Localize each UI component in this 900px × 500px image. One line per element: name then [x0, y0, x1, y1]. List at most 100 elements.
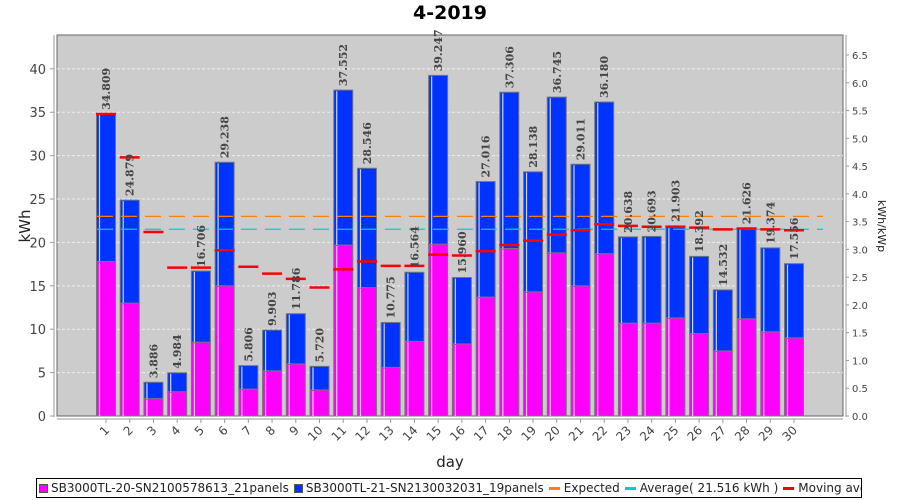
- bar-segment-inverter-21: [238, 365, 259, 390]
- bar-segment-inverter-21: [475, 181, 496, 298]
- x-tick-label: 13: [376, 423, 397, 444]
- x-tick-label: 17: [471, 423, 492, 444]
- bar-value-label: 24.879: [124, 154, 137, 196]
- x-tick-label: 15: [424, 423, 445, 444]
- x-tick-label: 22: [590, 423, 611, 444]
- legend: SB3000TL-20-SN2100578613_21panels SB3000…: [36, 478, 862, 498]
- bar-segment-inverter-21: [285, 313, 306, 365]
- x-tick-label: 1: [97, 423, 112, 438]
- bar-value-label: 15.960: [456, 231, 469, 273]
- x-tick-label: 16: [447, 423, 468, 444]
- y2-tick-label: 2.5: [852, 273, 868, 284]
- bar-value-label: 14.532: [717, 244, 730, 286]
- bar-value-label: 36.180: [598, 56, 611, 98]
- bar-value-label: 21.626: [741, 182, 754, 224]
- x-axis-label: day: [436, 453, 464, 471]
- x-tick-label: 6: [215, 423, 230, 438]
- bar-segment-inverter-21: [451, 276, 472, 345]
- x-tick-label: 25: [661, 423, 682, 444]
- legend-item-expected[interactable]: Expected: [548, 481, 620, 495]
- y2-axis-label: kWh/kWp: [875, 200, 888, 252]
- bar-segment-inverter-21: [214, 161, 235, 287]
- legend-item-moving-avg[interactable]: Moving avg. per day.: [783, 481, 861, 495]
- bar-value-label: 20.638: [622, 190, 635, 232]
- legend-item-inverter-21[interactable]: SB3000TL-21-SN2130032031_19panels: [293, 481, 544, 495]
- x-tick-label: 9: [287, 423, 302, 438]
- y-tick-label: 20: [29, 236, 46, 251]
- bar-segment-inverter-21: [546, 96, 567, 254]
- y-tick-label: 5: [38, 367, 46, 382]
- chart-canvas: 34.809 24.879 3.886 4.984 16.706 29.238 5.806 9…: [16, 29, 888, 471]
- x-tick-label: 18: [495, 423, 516, 444]
- bar-segment-inverter-21: [309, 365, 330, 391]
- bar-value-label: 37.306: [503, 46, 516, 88]
- legend-label: Expected: [563, 481, 620, 495]
- y-tick-label: 10: [29, 323, 46, 338]
- bar-segment-inverter-21: [119, 199, 140, 304]
- legend-item-average[interactable]: Average( 21.516 kWh ): [624, 481, 778, 495]
- x-tick-label: 8: [263, 423, 278, 438]
- x-tick-label: 10: [305, 423, 326, 444]
- bar-segment-inverter-21: [167, 372, 188, 393]
- bar-segment-inverter-21: [617, 236, 638, 324]
- bar-value-label: 27.016: [480, 135, 493, 177]
- legend-swatch-blue: [293, 483, 303, 493]
- x-tick-label: 3: [144, 423, 159, 438]
- bar-value-label: 39.247: [432, 29, 445, 71]
- x-tick-label: 21: [566, 423, 587, 444]
- y2-tick-label: 0.5: [852, 384, 868, 395]
- legend-label: SB3000TL-21-SN2130032031_19panels: [305, 481, 544, 495]
- bar-value-label: 21.903: [669, 180, 682, 222]
- bar-segment-inverter-21: [689, 255, 710, 335]
- y-tick-label: 25: [29, 193, 46, 208]
- legend-swatch-red-line: [783, 486, 795, 490]
- bar-segment-inverter-21: [380, 321, 401, 368]
- y2-tick-label: 3.0: [852, 245, 868, 256]
- y-tick-label: 35: [29, 106, 46, 121]
- bar-value-label: 34.809: [100, 68, 113, 110]
- bar-value-label: 16.564: [408, 226, 421, 268]
- bar-segment-inverter-21: [190, 270, 211, 343]
- y2-tick-label: 3.5: [852, 218, 868, 229]
- bar-value-label: 19.374: [764, 201, 777, 243]
- x-tick-label: 11: [329, 423, 350, 444]
- x-tick-label: 24: [637, 423, 658, 444]
- x-tick-label: 2: [121, 423, 136, 438]
- bar-value-label: 3.886: [147, 343, 160, 378]
- bar-segment-inverter-21: [570, 163, 591, 287]
- y2-tick-label: 2.0: [852, 301, 868, 312]
- y2-tick-label: 1.0: [852, 356, 868, 367]
- legend-swatch-magenta: [39, 483, 48, 493]
- plot-area: [56, 34, 844, 417]
- x-tick-label: 4: [168, 423, 183, 438]
- y2-tick-label: 4.0: [852, 190, 868, 201]
- bar-value-label: 4.984: [171, 334, 184, 369]
- legend-swatch-orange-line: [548, 486, 560, 490]
- legend-label: SB3000TL-20-SN2100578613_21panels: [51, 481, 289, 495]
- x-tick-label: 12: [352, 423, 373, 444]
- legend-item-inverter-20[interactable]: SB3000TL-20-SN2100578613_21panels: [39, 481, 289, 495]
- bar-segment-inverter-21: [784, 263, 804, 339]
- x-tick-label: 20: [542, 423, 563, 444]
- y-tick-label: 0: [38, 410, 46, 425]
- bar-value-label: 36.745: [551, 51, 564, 93]
- x-tick-label: 30: [779, 423, 800, 444]
- x-tick-label: 7: [239, 423, 254, 438]
- y2-tick-label: 6.0: [852, 79, 868, 90]
- y-axis-label: kWh: [16, 209, 34, 242]
- y-tick-label: 30: [29, 150, 46, 165]
- bar-value-label: 18.392: [693, 210, 706, 252]
- bar-value-label: 11.786: [290, 267, 303, 309]
- bar-value-label: 20.693: [646, 190, 659, 232]
- chart-title: 4-2019: [413, 2, 487, 24]
- bar-value-label: 16.706: [195, 225, 208, 267]
- x-tick-label: 14: [400, 423, 421, 444]
- bar-segment-inverter-21: [262, 329, 283, 372]
- bar-segment-inverter-21: [712, 289, 733, 352]
- x-tick-label: 27: [708, 423, 729, 444]
- bar-segment-inverter-21: [356, 167, 377, 289]
- y2-tick-label: 5.5: [852, 107, 868, 118]
- bar-value-label: 10.775: [385, 276, 398, 318]
- y2-tick-label: 6.5: [852, 51, 868, 62]
- x-tick-label: 5: [192, 423, 207, 438]
